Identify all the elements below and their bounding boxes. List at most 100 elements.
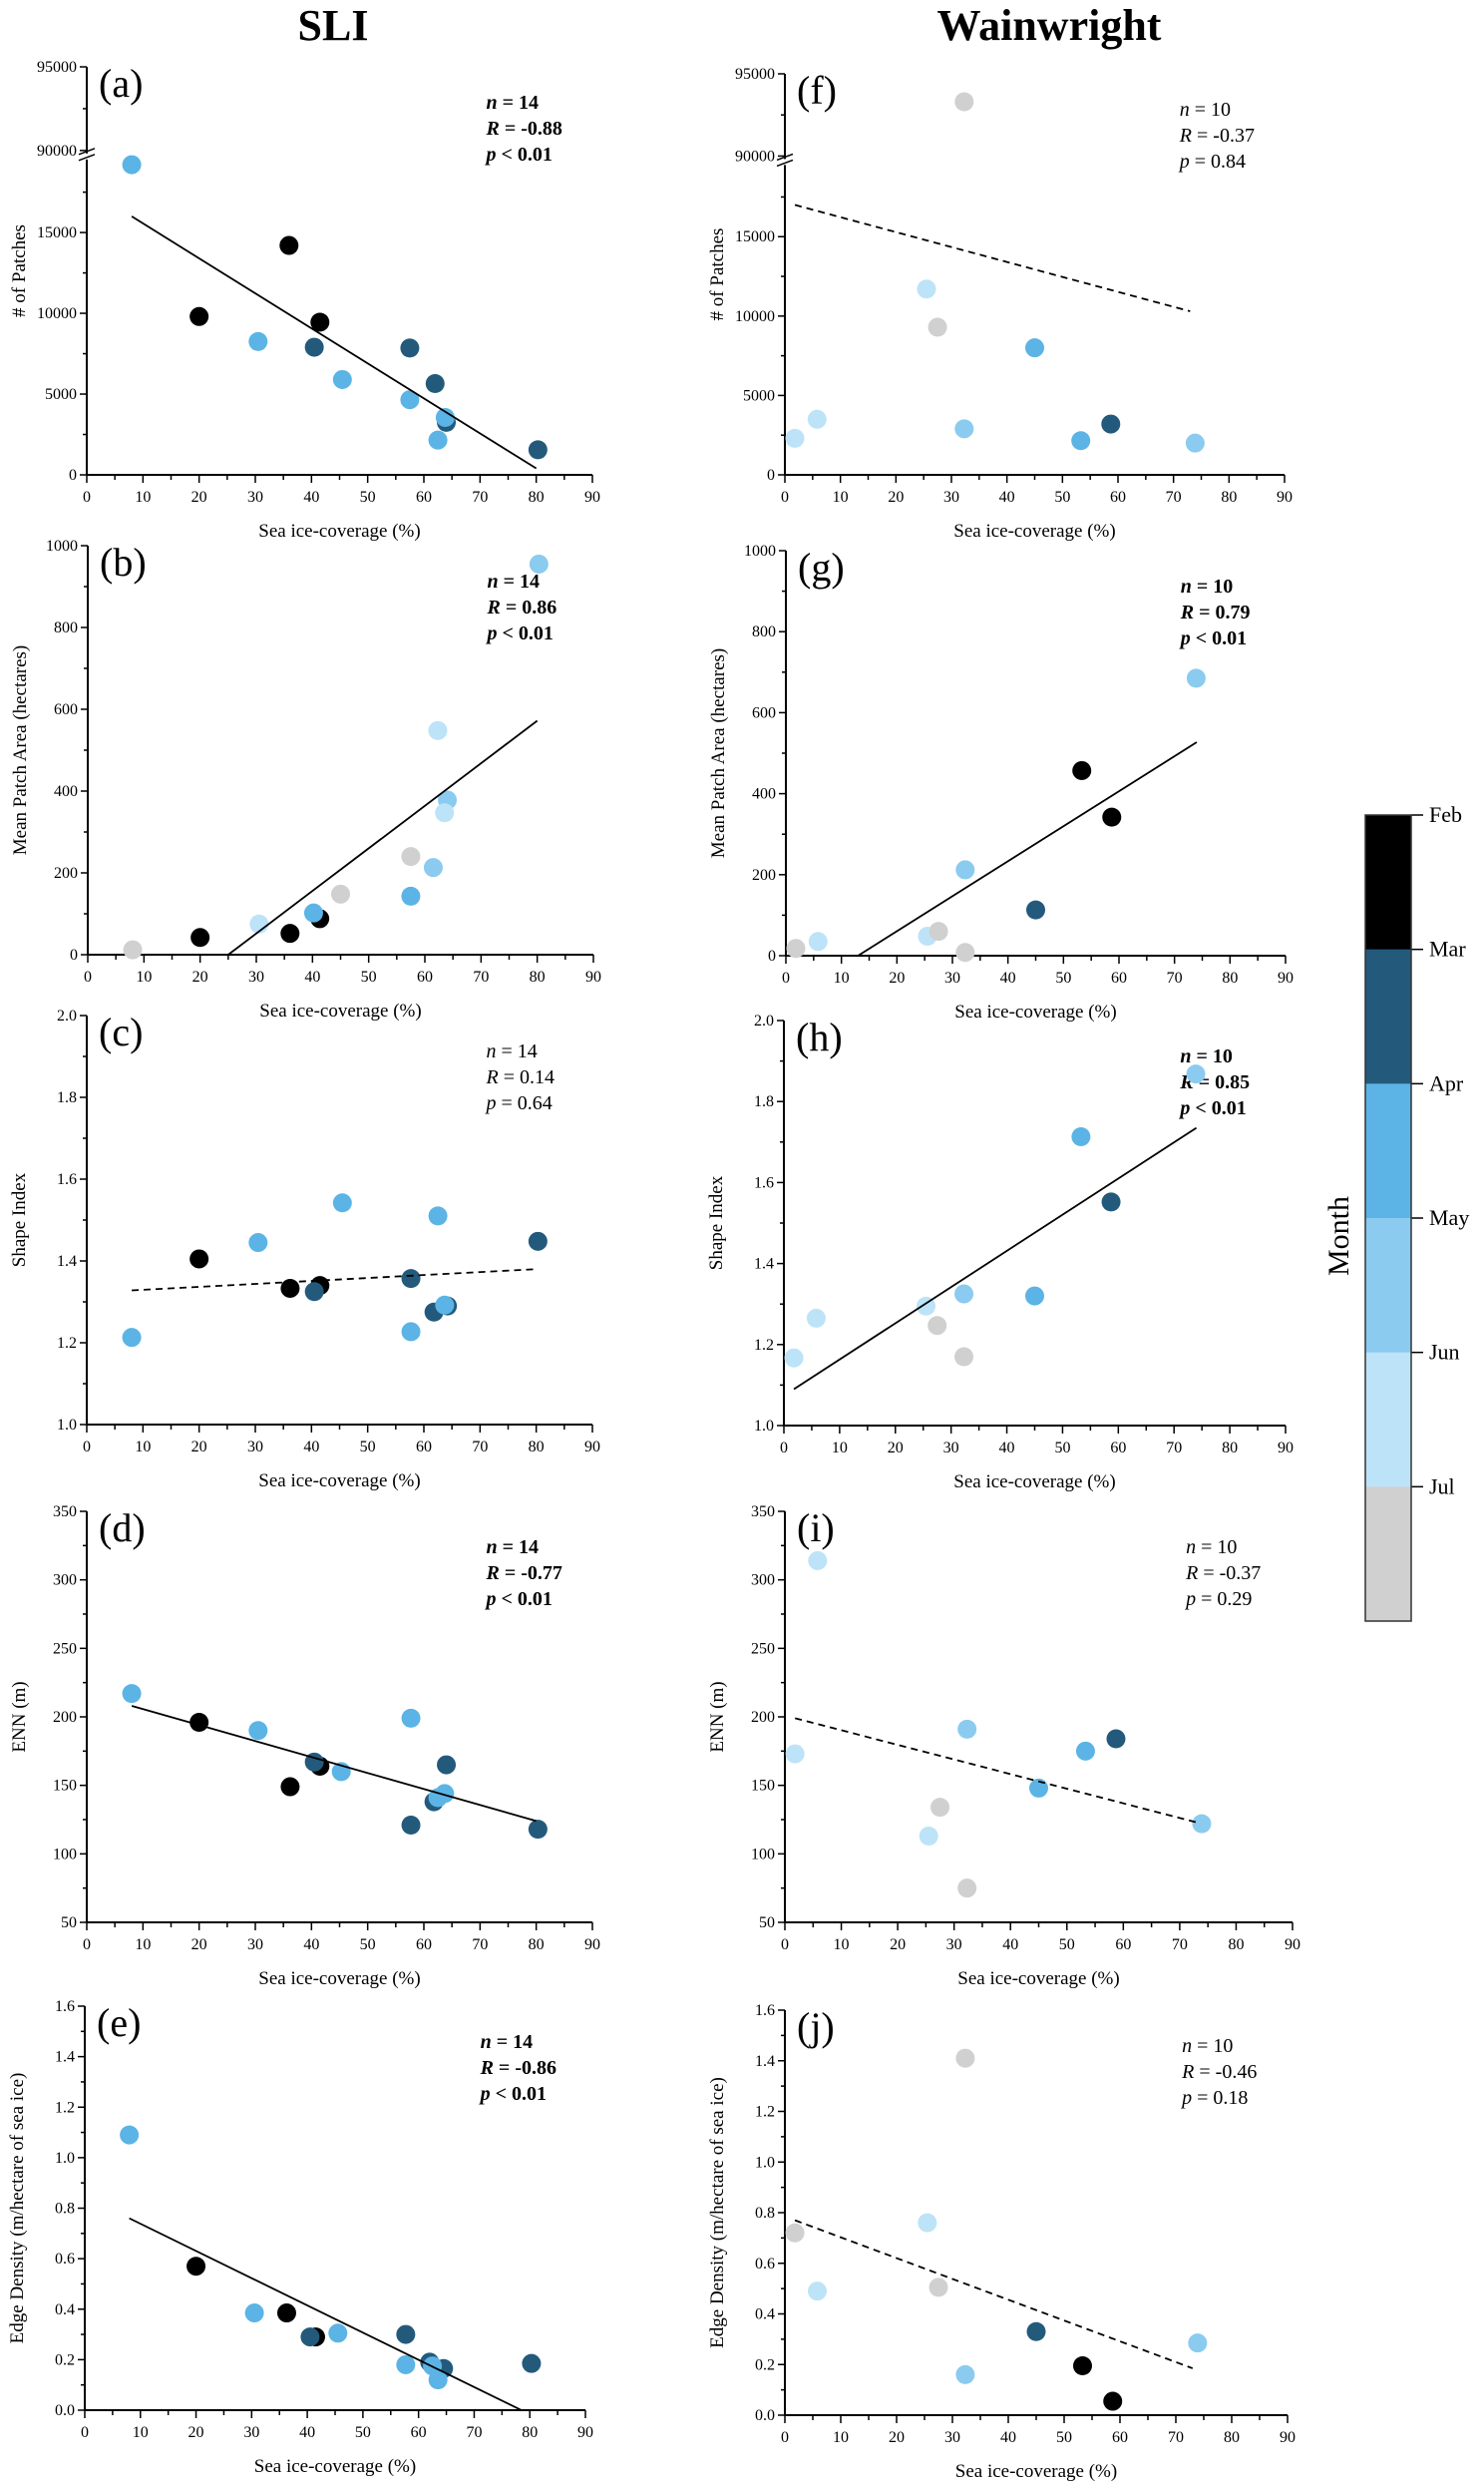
trend-line [131,1705,537,1823]
data-point-may [955,2364,975,2384]
y-tick-label: 0.4 [755,2306,775,2323]
data-point-mar [300,2327,320,2347]
stat-n: n = 10 [1181,576,1234,598]
trend-line [129,2217,523,2411]
data-point-feb [276,2303,296,2323]
colorbar-segment-feb [1365,815,1411,951]
y-tick-label: 1.6 [754,1174,774,1191]
trend-line [793,1126,1198,1391]
x-tick-label: 80 [1222,970,1238,987]
x-tick-label: 60 [416,1936,432,1953]
x-tick-label: 70 [1172,1936,1188,1953]
y-tick-label: 300 [53,1572,77,1589]
x-axis-label: Sea ice-coverage (%) [953,521,1115,542]
x-tick-label: 60 [1110,489,1126,506]
data-point-may [423,858,443,878]
data-point-apr [428,1206,448,1226]
x-tick-label: 80 [529,489,545,506]
stat-n: n = 14 [488,571,541,593]
y-tick-label: 150 [751,1778,775,1795]
colorbar-label-apr: Apr [1429,1070,1464,1095]
data-point-apr [435,1784,455,1804]
data-point-jul [331,884,350,904]
x-tick-label: 20 [889,970,905,987]
colorbar-segment-jun [1365,1352,1411,1487]
y-tick-label: 200 [54,865,78,882]
x-tick-label: 60 [1110,1440,1126,1456]
data-point-may [1192,1814,1212,1834]
y-tick-label: 2.0 [57,1008,77,1025]
data-point-mar [522,2353,542,2373]
x-tick-label: 50 [1055,970,1071,987]
data-point-jun [785,1744,805,1764]
x-tick-label: 60 [1115,1936,1131,1953]
y-tick-label: 1.2 [55,2099,75,2116]
x-tick-label: 50 [355,2424,371,2441]
y-tick-label: 0 [767,467,775,484]
y-tick-label: 0 [70,947,78,964]
data-point-jul [930,1798,950,1818]
stat-r: R = -0.77 [486,1562,562,1584]
x-tick-label: 0 [782,970,790,987]
stat-r: R = 0.14 [486,1066,556,1088]
x-tick-label: 80 [1224,2429,1240,2446]
data-point-apr [122,155,142,175]
x-tick-label: 80 [522,2424,538,2441]
data-point-apr [1025,338,1044,358]
data-point-apr [1071,431,1091,451]
y-tick-label: 1.6 [57,1171,77,1188]
y-tick-label: 0 [69,467,77,484]
y-tick-label: 0.2 [55,2351,75,2368]
data-point-apr [435,1295,455,1315]
data-point-feb [190,928,210,948]
data-point-jun [807,409,827,429]
stat-n: n = 14 [487,1536,540,1558]
y-tick-label: 1.8 [754,1093,774,1110]
x-tick-label: 0 [780,1440,788,1456]
x-tick-label: 20 [192,969,208,986]
y-axis-label: Mean Patch Area (hectares) [708,648,729,858]
data-point-jun [807,2281,827,2301]
x-tick-label: 20 [889,2429,905,2446]
x-tick-label: 30 [944,970,960,987]
colorbar-label-jun: Jun [1429,1340,1460,1365]
x-tick-label: 70 [472,1936,488,1953]
x-tick-label: 60 [411,2424,427,2441]
y-tick-label: 1.0 [754,1418,774,1435]
stat-p: p = 0.84 [1178,151,1246,173]
x-tick-label: 20 [888,1440,904,1456]
x-tick-label: 40 [303,1439,319,1455]
x-tick-label: 30 [247,489,263,506]
x-tick-label: 40 [1000,2429,1016,2446]
y-axis-label: Shape Index [9,1172,30,1267]
x-tick-label: 30 [247,1936,263,1953]
y-tick-label: 250 [53,1640,77,1657]
colorbar-segment-may [1365,1218,1411,1354]
x-tick-label: 0 [81,2424,89,2441]
y-tick-label: 0 [768,948,776,965]
y-tick-label: 10000 [735,308,775,325]
x-tick-label: 10 [135,1439,151,1455]
y-tick-label: 50 [759,1914,775,1931]
data-point-jul [786,939,806,959]
x-tick-label: 40 [303,489,319,506]
data-point-feb [1072,760,1092,780]
y-tick-label: 800 [54,620,78,636]
x-tick-label: 20 [191,489,207,506]
panel-d: 0 10 20 30 40 50 60 70 80 90 50 100 150 200 250 300 350 S… [9,1503,600,1989]
stat-r: R = -0.46 [1181,2061,1257,2083]
x-tick-label: 50 [1056,2429,1072,2446]
panel-letter: (c) [99,1010,143,1054]
data-point-may [954,419,974,439]
x-tick-label: 60 [417,969,433,986]
x-tick-label: 70 [472,489,488,506]
stat-p: p < 0.01 [479,2083,547,2105]
data-point-apr [400,390,420,410]
y-tick-label: 1.2 [57,1335,77,1352]
trend-line [132,1268,537,1292]
data-point-jun [784,1348,804,1368]
stat-p: p < 0.01 [485,144,553,166]
trend-line [227,719,539,956]
x-axis-label: Sea ice-coverage (%) [953,1471,1115,1492]
x-tick-label: 0 [83,489,91,506]
